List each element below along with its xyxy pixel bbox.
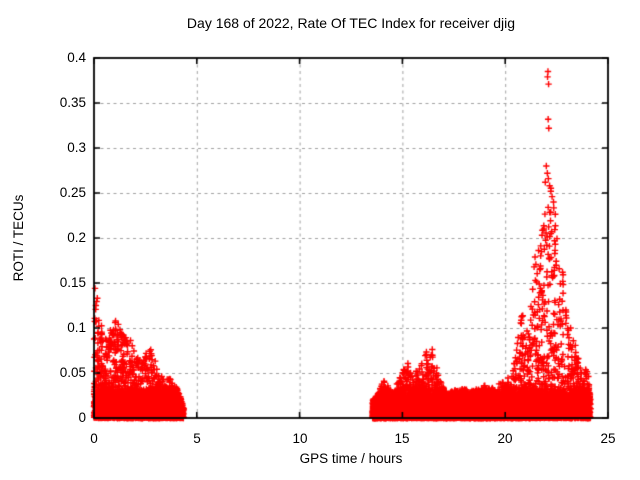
y-tick-label: 0.35: [59, 95, 86, 110]
x-tick-label: 20: [497, 431, 513, 446]
y-tick-label: 0.25: [59, 185, 86, 200]
x-tick-label: 5: [193, 431, 201, 446]
x-tick-label: 15: [394, 431, 410, 446]
y-tick-label: 0.3: [67, 140, 86, 155]
y-tick-label: 0.2: [67, 230, 86, 245]
chart-title: Day 168 of 2022, Rate Of TEC Index for r…: [186, 15, 516, 31]
x-tick-label: 10: [292, 431, 308, 446]
x-tick-label: 0: [90, 431, 98, 446]
y-tick-label: 0.15: [59, 275, 86, 290]
y-tick-label: 0.1: [67, 320, 86, 335]
y-tick-label: 0.05: [59, 365, 86, 380]
x-axis-label: GPS time / hours: [299, 451, 403, 466]
x-tick-label: 25: [600, 431, 616, 446]
y-tick-label: 0: [78, 410, 86, 425]
y-tick-label: 0.4: [67, 50, 86, 65]
